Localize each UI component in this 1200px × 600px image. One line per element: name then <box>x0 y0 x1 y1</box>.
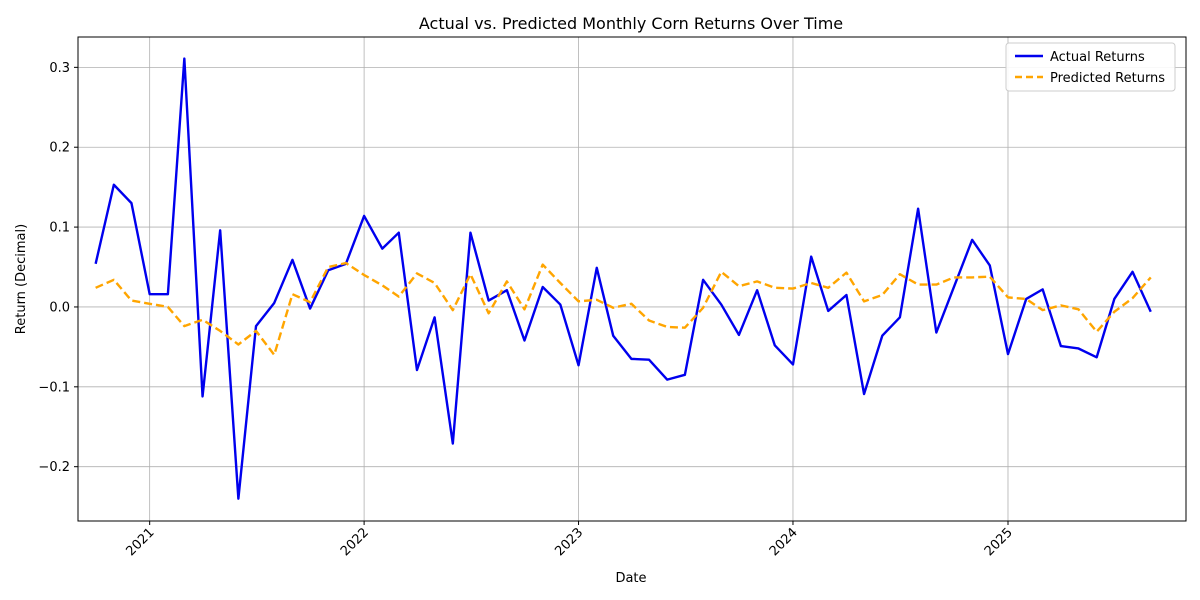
x-axis-label: Date <box>615 571 646 586</box>
y-tick-label: −0.1 <box>38 380 70 395</box>
y-tick-label: 0.1 <box>49 221 70 236</box>
legend-label-predicted: Predicted Returns <box>1050 71 1165 86</box>
plot-frame <box>77 36 1187 522</box>
y-tick-label: 0.0 <box>49 300 70 315</box>
x-tick-label: 2023 <box>552 525 586 559</box>
y-tick-label: 0.2 <box>49 141 70 156</box>
series-lines <box>94 57 1152 500</box>
y-tick-label: 0.3 <box>49 61 70 76</box>
x-tick-label: 2021 <box>123 525 157 559</box>
y-axis-label: Return (Decimal) <box>14 224 29 334</box>
y-tick-label: −0.2 <box>38 460 70 475</box>
legend-box <box>1005 42 1176 92</box>
chart-title: Actual vs. Predicted Monthly Corn Return… <box>419 14 843 33</box>
legend: Actual Returns Predicted Returns <box>1005 42 1176 92</box>
axis-ticks: −0.2 −0.1 0.0 0.1 0.2 0.3 2021 2022 2023 2024 2025 <box>38 61 1015 559</box>
predicted-returns-line <box>95 261 1152 357</box>
x-tick-label: 2024 <box>767 525 801 559</box>
x-tick-label: 2025 <box>982 525 1016 559</box>
legend-label-actual: Actual Returns <box>1050 50 1145 65</box>
grid-lines <box>78 37 1186 521</box>
x-tick-label: 2022 <box>338 525 372 559</box>
actual-returns-line <box>94 57 1152 500</box>
